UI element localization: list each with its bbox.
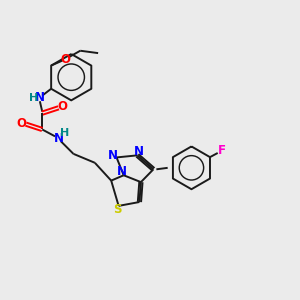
Text: N: N — [107, 149, 117, 162]
Text: N: N — [35, 91, 45, 104]
Text: O: O — [60, 52, 70, 66]
Text: O: O — [17, 117, 27, 130]
Text: F: F — [218, 144, 226, 157]
Text: N: N — [54, 132, 64, 145]
Text: O: O — [58, 100, 68, 113]
Text: H: H — [29, 93, 38, 103]
Text: N: N — [117, 165, 127, 178]
Text: H: H — [60, 128, 69, 138]
Text: S: S — [113, 203, 122, 216]
Text: N: N — [134, 145, 144, 158]
